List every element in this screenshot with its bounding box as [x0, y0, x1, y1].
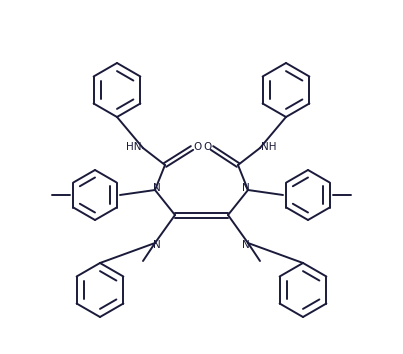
Text: HN: HN — [126, 142, 142, 152]
Text: N: N — [153, 183, 161, 193]
Text: N: N — [242, 183, 250, 193]
Text: O: O — [193, 142, 201, 152]
Text: NH: NH — [261, 142, 277, 152]
Text: N: N — [153, 240, 161, 250]
Text: N: N — [242, 240, 250, 250]
Text: O: O — [203, 142, 211, 152]
